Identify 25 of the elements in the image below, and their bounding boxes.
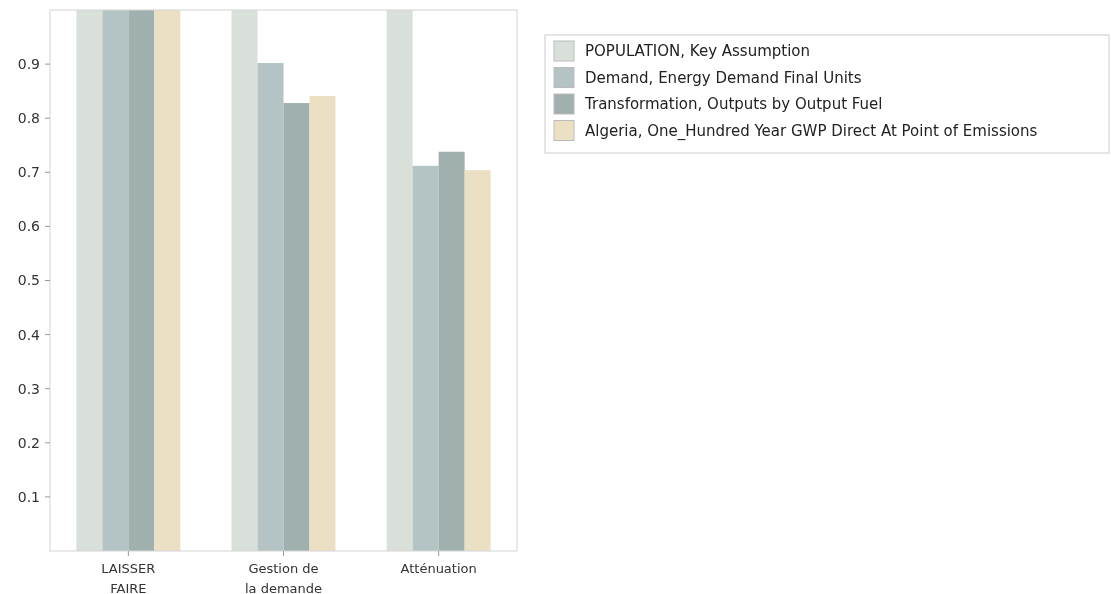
y-tick-label: 0.2	[17, 434, 40, 451]
y-tick-label: 0.3	[17, 380, 40, 397]
x-tick-label: Atténuation	[400, 561, 477, 576]
bar	[309, 96, 336, 551]
bar	[464, 170, 491, 551]
legend-label: POPULATION, Key Assumption	[585, 42, 811, 61]
y-tick-label: 0.9	[17, 56, 40, 72]
bar	[154, 10, 181, 551]
bar	[283, 103, 310, 551]
legend-label: Algeria, One_Hundred Year GWP Direct At Point of Emissions	[585, 121, 1038, 141]
bar	[102, 10, 129, 551]
bar	[412, 165, 439, 551]
legend-label: Demand, Energy Demand Final Units	[585, 68, 862, 87]
x-tick-label: LAISSER FAIRE	[101, 561, 156, 594]
bar	[438, 151, 465, 551]
y-tick-label: 0.1	[17, 488, 40, 505]
x-tick-label: Gestion de la demande	[244, 561, 323, 594]
y-tick-label: 0.7	[17, 164, 40, 181]
y-tick-label: 0.6	[17, 218, 41, 235]
y-tick-label: 0.5	[17, 272, 40, 289]
y-tick-label: 0.8	[17, 110, 40, 127]
legend-label: Transformation, Outputs by Output Fuel	[584, 95, 883, 114]
bar	[257, 63, 284, 551]
bar	[128, 10, 155, 551]
y-tick-label: 0.4	[17, 326, 41, 343]
